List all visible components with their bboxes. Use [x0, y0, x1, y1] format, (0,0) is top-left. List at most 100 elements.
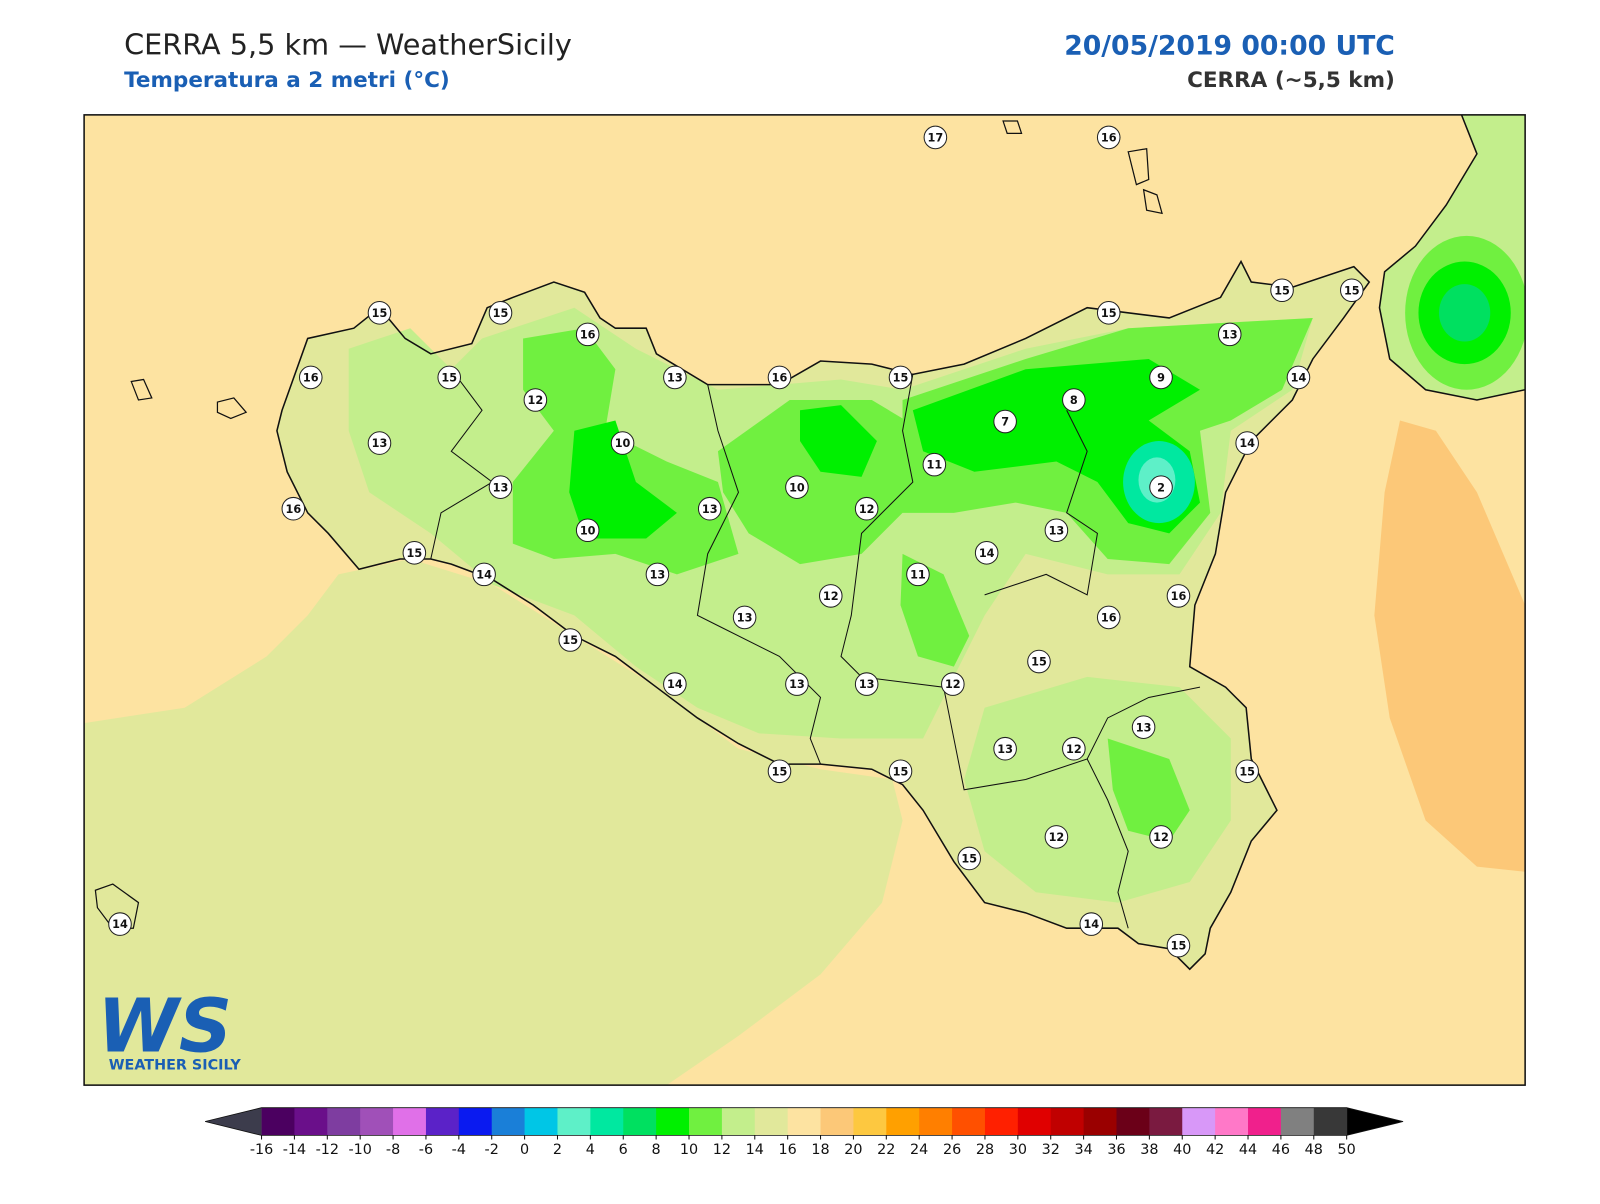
station-value: 15 — [893, 765, 909, 778]
station-value: 12 — [528, 394, 544, 407]
colorbar-tick-label: -2 — [485, 1142, 499, 1158]
station-value: 12 — [823, 590, 839, 603]
colorbar-tick-label: -14 — [283, 1142, 306, 1158]
colorbar-tick-label: 16 — [779, 1142, 797, 1158]
colorbar-segment — [1215, 1107, 1249, 1136]
colder-area — [800, 405, 877, 477]
colorbar-segment — [754, 1107, 789, 1136]
date: 20/05/2019 00:00 UTC — [1064, 30, 1395, 61]
station-marker — [1166, 933, 1191, 958]
colorbar-tick-label: 0 — [520, 1142, 529, 1158]
station-value: 13 — [1222, 328, 1238, 341]
station-marker — [1044, 518, 1069, 543]
colorbar-tick-label: 46 — [1272, 1142, 1290, 1158]
station-marker — [1149, 365, 1173, 390]
station-value: 8 — [1070, 394, 1078, 407]
station-marker — [610, 431, 635, 455]
station-marker — [854, 672, 879, 696]
station-value: 16 — [1171, 590, 1187, 603]
station-value: 17 — [928, 132, 944, 145]
station-marker — [1131, 715, 1156, 739]
colorbar-segment — [1313, 1107, 1348, 1136]
station-marker — [1339, 278, 1364, 303]
station-marker — [1096, 125, 1121, 150]
station-marker — [558, 628, 583, 652]
logo-name: WEATHER SICILY — [109, 1058, 242, 1074]
colorbar-segment — [952, 1107, 986, 1136]
colorbar-segment — [425, 1107, 460, 1136]
station-value: 10 — [789, 481, 805, 494]
station-value: 16 — [1101, 612, 1117, 625]
coldest-area — [1438, 284, 1491, 342]
colorbar-segment — [491, 1107, 526, 1136]
colorbar-segment — [984, 1107, 1019, 1136]
station-marker — [697, 496, 722, 521]
station-marker — [1149, 825, 1173, 849]
station-value: 15 — [562, 634, 578, 647]
station-value: 16 — [580, 328, 596, 341]
colorbar-tick-label: 14 — [746, 1142, 764, 1158]
station-marker — [993, 736, 1017, 761]
station-value: 12 — [945, 678, 961, 691]
colorbar-segment — [458, 1107, 493, 1136]
station-value: 13 — [650, 568, 666, 581]
station-value: 12 — [1049, 831, 1065, 844]
station-value: 11 — [910, 568, 926, 581]
station-value: 7 — [1001, 416, 1009, 429]
colorbar-tick-label: -8 — [386, 1142, 400, 1158]
colorbar-segment — [524, 1107, 558, 1136]
station-marker — [1166, 584, 1191, 608]
station-value: 15 — [493, 307, 509, 320]
colorbar-tick-label: 40 — [1173, 1142, 1191, 1158]
colorbar-tick-label: 8 — [652, 1142, 661, 1158]
station-marker — [923, 125, 948, 150]
station-marker — [906, 562, 930, 587]
colorbar-segment — [294, 1107, 328, 1136]
station-value: 13 — [997, 743, 1013, 756]
station-value: 15 — [893, 372, 909, 385]
colorbar-segment — [721, 1107, 756, 1136]
station-marker — [1096, 301, 1121, 325]
station-value: 10 — [615, 437, 631, 450]
station-marker — [888, 759, 913, 784]
colorbar-tick-label: 28 — [976, 1142, 994, 1158]
colorbar-segment — [393, 1107, 427, 1136]
cold-area — [1107, 738, 1190, 842]
colorbar-outline — [205, 1107, 1404, 1136]
station-marker — [1062, 388, 1086, 412]
stations: 17 16 15 15 16 16 15 13 16 15 15 15 15 13 14 9 8 7 12 10 13 1… — [108, 125, 1364, 958]
station-value: 14 — [1239, 437, 1255, 450]
colorbar-tick-label: -4 — [452, 1142, 466, 1158]
colorbar-tick-label: 12 — [713, 1142, 731, 1158]
colorbar-tick-label: 38 — [1140, 1142, 1158, 1158]
station-marker — [437, 365, 462, 390]
station-marker — [888, 365, 913, 390]
station-marker — [1235, 431, 1259, 455]
station-marker — [281, 496, 306, 521]
station-marker — [941, 672, 965, 696]
model: CERRA (~5,5 km) — [1187, 68, 1395, 93]
colorbar-tick-label: 48 — [1305, 1142, 1323, 1158]
station-value: 13 — [372, 437, 388, 450]
colorbar-tick-label: 32 — [1042, 1142, 1060, 1158]
station-value: 16 — [772, 372, 788, 385]
colorbar-over — [1346, 1107, 1404, 1136]
station-marker — [472, 562, 496, 587]
colorbar-segment — [1116, 1107, 1150, 1136]
station-marker — [785, 475, 809, 499]
station-value: 15 — [407, 547, 423, 560]
station-value: 12 — [1153, 831, 1169, 844]
station-value: 14 — [667, 678, 683, 691]
station-value: 12 — [859, 503, 875, 516]
station-marker — [1027, 649, 1051, 674]
station-marker — [488, 475, 513, 499]
station-value: 10 — [580, 524, 596, 537]
station-marker — [732, 605, 757, 630]
station-value: 13 — [702, 503, 718, 516]
station-value: 15 — [1101, 307, 1117, 320]
station-value: 15 — [372, 307, 388, 320]
colorbar-segment — [853, 1107, 887, 1136]
station-marker — [767, 759, 792, 784]
